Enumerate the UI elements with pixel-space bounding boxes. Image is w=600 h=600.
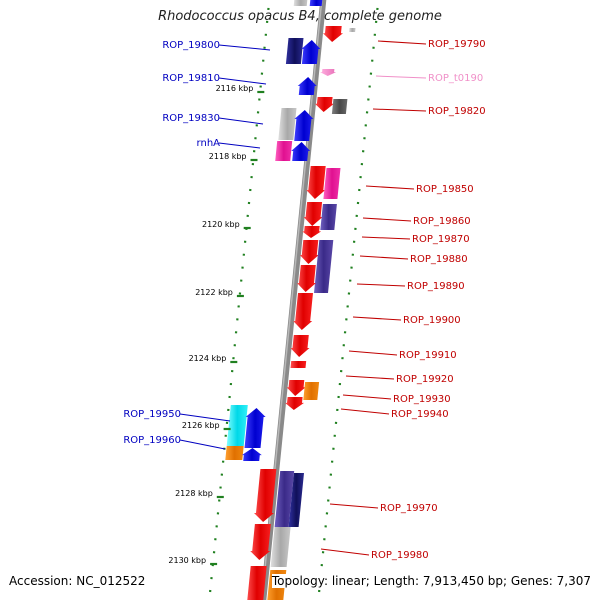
gene-label-right[interactable]: ROP_19880 bbox=[410, 254, 468, 265]
feature-rop-19970-b[interactable] bbox=[274, 471, 295, 527]
right-label-leader bbox=[375, 75, 427, 79]
right-label-leader bbox=[372, 108, 427, 112]
gene-label-left[interactable]: ROP_19810 bbox=[162, 73, 220, 84]
gene-label-left[interactable]: ROP_19830 bbox=[162, 113, 220, 124]
kbp-tick-label: 2122 kbp bbox=[195, 288, 233, 297]
right-label-leader bbox=[345, 375, 395, 380]
kbp-tick-label: 2120 kbp bbox=[202, 220, 240, 229]
feature-rop-19820-a[interactable] bbox=[314, 97, 334, 112]
gene-label-left[interactable]: rnhA bbox=[197, 138, 221, 149]
kbp-tick-label: 2130 kbp bbox=[168, 556, 206, 565]
feature-rop-19810[interactable] bbox=[297, 77, 317, 95]
right-label-leader bbox=[359, 255, 409, 260]
left-label-leader bbox=[218, 142, 261, 149]
left-label-leader bbox=[179, 439, 226, 450]
gene-label-left[interactable]: ROP_19960 bbox=[123, 435, 181, 446]
right-label-leader bbox=[348, 350, 398, 356]
kbp-tick-label: 2128 kbp bbox=[175, 489, 213, 498]
feature-block-top-b[interactable] bbox=[309, 0, 323, 6]
feature-rnha-b[interactable] bbox=[291, 142, 311, 161]
feature-rop-19800-a[interactable] bbox=[285, 38, 304, 64]
feature-rop-19850-b[interactable] bbox=[323, 168, 341, 199]
right-label-leader bbox=[362, 217, 412, 222]
kbp-tick-label: 2116 kbp bbox=[216, 84, 254, 93]
feature-rop-19950-b[interactable] bbox=[244, 408, 266, 448]
gene-label-right[interactable]: ROP_19970 bbox=[380, 503, 438, 514]
feature-rop-19970-c[interactable] bbox=[288, 473, 304, 527]
feature-rop-19920[interactable] bbox=[290, 361, 307, 368]
map-title: Rhodococcus opacus B4, complete genome bbox=[158, 9, 442, 24]
gene-label-right[interactable]: ROP_19860 bbox=[413, 216, 471, 227]
gene-label-left[interactable]: ROP_19950 bbox=[123, 409, 181, 420]
feature-rop-19880-b[interactable] bbox=[314, 240, 334, 293]
feature-rop-19880-a[interactable] bbox=[299, 240, 319, 264]
gene-label-right[interactable]: ROP_19910 bbox=[399, 350, 457, 361]
feature-rop-19820-b[interactable] bbox=[331, 99, 348, 114]
feature-rop-19870[interactable] bbox=[302, 226, 322, 238]
feature-rop-19790[interactable] bbox=[322, 26, 343, 42]
feature-layer bbox=[225, 0, 356, 600]
feature-rop-19830-a[interactable] bbox=[278, 108, 297, 140]
accession-label: Accession: NC_012522 bbox=[9, 574, 146, 588]
gene-label-left[interactable]: ROP_19800 bbox=[162, 40, 220, 51]
feature-rop-19960-a[interactable] bbox=[225, 446, 244, 460]
feature-rop-19860-a[interactable] bbox=[303, 202, 323, 226]
feature-rnha-a[interactable] bbox=[275, 141, 293, 161]
feature-rop-t0190[interactable] bbox=[320, 69, 337, 76]
kbp-tick-label: 2126 kbp bbox=[182, 421, 220, 430]
feature-rop-19950-a[interactable] bbox=[226, 405, 248, 446]
feature-rop-19910[interactable] bbox=[290, 335, 310, 357]
left-label-leader bbox=[218, 44, 271, 51]
feature-rop-19830-b[interactable] bbox=[294, 110, 314, 141]
feature-rop-19970-a[interactable] bbox=[254, 469, 277, 522]
kbp-tick-layer: 2116 kbp 2118 kbp 2120 kbp 2122 kbp 2124 kbp… bbox=[168, 84, 265, 566]
gene-label-right[interactable]: ROP_19980 bbox=[371, 550, 429, 561]
feature-rop-19800-b[interactable] bbox=[301, 40, 321, 64]
right-label-leader bbox=[365, 185, 415, 190]
gene-label-right[interactable]: ROP_19790 bbox=[428, 39, 486, 50]
feature-rop-19850-a[interactable] bbox=[306, 166, 326, 199]
feature-rop-19980-b[interactable] bbox=[270, 527, 291, 567]
right-label-leader bbox=[361, 236, 411, 240]
gene-label-right[interactable]: ROP_19930 bbox=[393, 394, 451, 405]
feature-rop-19860-b[interactable] bbox=[320, 204, 337, 230]
kbp-tick-label: 2124 kbp bbox=[189, 354, 227, 363]
right-label-leader bbox=[342, 394, 392, 400]
gene-label-right[interactable]: ROP_19900 bbox=[403, 315, 461, 326]
feature-rop-19930-a[interactable] bbox=[286, 380, 306, 396]
gene-label-right[interactable]: ROP_19920 bbox=[396, 374, 454, 385]
right-label-leader bbox=[329, 503, 379, 509]
left-label-leader bbox=[179, 413, 231, 422]
right-label-leader bbox=[356, 283, 406, 287]
feature-rop-19930-b[interactable] bbox=[303, 382, 320, 400]
feature-rop-19790-marker[interactable] bbox=[349, 28, 356, 32]
left-label-leader bbox=[218, 77, 267, 85]
left-label-leader bbox=[218, 117, 264, 125]
gene-label-right[interactable]: ROP_19890 bbox=[407, 281, 465, 292]
gene-label-right[interactable]: ROP_19850 bbox=[416, 184, 474, 195]
feature-block-top-a[interactable] bbox=[293, 0, 308, 6]
feature-rop-19890[interactable] bbox=[297, 265, 316, 292]
right-label-leader bbox=[320, 548, 370, 556]
feature-rop-19940[interactable] bbox=[285, 397, 305, 410]
feature-block-bottom-a[interactable] bbox=[247, 566, 267, 600]
gene-label-layer: ROP_19800 ROP_19810 ROP_19830 rnhA ROP_19950… bbox=[123, 39, 485, 561]
gene-label-right[interactable]: ROP_19820 bbox=[428, 106, 486, 117]
genome-summary-label: Topology: linear; Length: 7,913,450 bp; … bbox=[271, 574, 591, 588]
gene-label-right[interactable]: ROP_19940 bbox=[391, 409, 449, 420]
right-guide-dotted-line bbox=[317, 0, 380, 600]
right-label-leader bbox=[377, 40, 427, 45]
feature-rop-19980-a[interactable] bbox=[250, 524, 271, 560]
feature-rop-19900[interactable] bbox=[293, 293, 313, 330]
right-label-leader bbox=[352, 316, 402, 321]
gene-label-right[interactable]: ROP_t0190 bbox=[428, 73, 483, 84]
right-label-leader bbox=[340, 408, 390, 415]
feature-rop-19960-b[interactable] bbox=[241, 448, 262, 461]
kbp-tick-label: 2118 kbp bbox=[209, 152, 247, 161]
gene-label-right[interactable]: ROP_19870 bbox=[412, 234, 470, 245]
